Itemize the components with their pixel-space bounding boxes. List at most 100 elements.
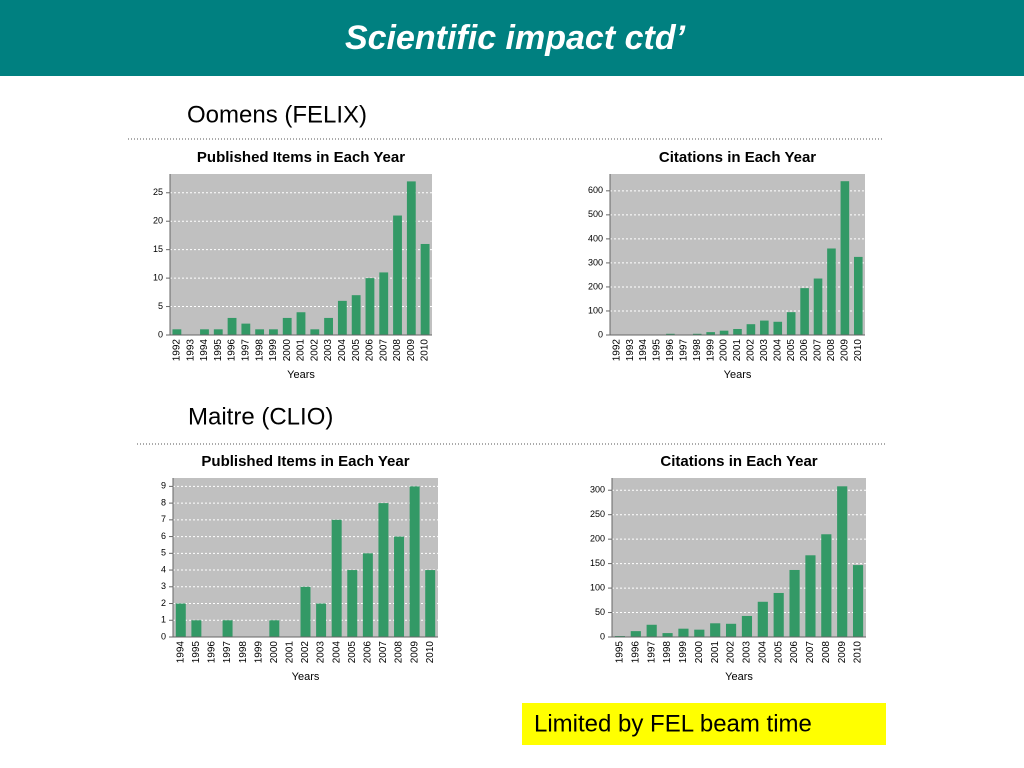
chart-title: Published Items in Each Year <box>197 149 405 166</box>
x-tick-label: 1995 <box>652 339 663 362</box>
x-tick-label: 2003 <box>316 641 327 664</box>
y-tick-label: 20 <box>153 216 163 226</box>
x-tick-label: 1999 <box>705 339 716 362</box>
x-tick-label: 2010 <box>853 641 864 664</box>
x-tick-label: 1997 <box>646 641 657 664</box>
x-tick-label: 2008 <box>821 641 832 664</box>
y-tick-label: 0 <box>598 329 603 339</box>
bar <box>773 592 784 637</box>
x-tick-label: 1994 <box>175 641 186 664</box>
bar <box>269 620 280 637</box>
x-tick-label: 2005 <box>773 641 784 664</box>
x-tick-label: 1999 <box>678 641 689 664</box>
bar <box>853 256 863 335</box>
y-tick-label: 400 <box>588 233 603 243</box>
bar <box>420 243 430 335</box>
y-tick-label: 5 <box>161 548 166 558</box>
y-tick-label: 5 <box>158 301 163 311</box>
x-tick-label: 1996 <box>227 339 238 362</box>
bar <box>406 181 416 335</box>
x-tick-label: 1995 <box>213 339 224 362</box>
x-tick-label: 2004 <box>337 339 348 362</box>
x-tick-label: 2002 <box>746 339 757 362</box>
bar <box>324 317 333 335</box>
x-tick-label: 2002 <box>726 641 737 664</box>
x-tick-label: 1999 <box>268 339 279 362</box>
bar <box>786 312 796 335</box>
x-tick-label: 2008 <box>826 339 837 362</box>
bar <box>379 272 389 335</box>
bar <box>227 317 237 335</box>
x-tick-label: 1996 <box>630 641 641 664</box>
x-tick-label: 2006 <box>789 641 800 664</box>
x-tick-label: 2005 <box>347 641 358 664</box>
x-tick-label: 2009 <box>837 641 848 664</box>
y-tick-label: 10 <box>153 272 163 282</box>
y-tick-label: 2 <box>161 598 166 608</box>
y-tick-label: 3 <box>161 581 166 591</box>
bar <box>191 620 202 637</box>
x-tick-label: 1992 <box>611 339 622 362</box>
bar <box>365 278 375 335</box>
bar <box>213 329 223 335</box>
bar <box>255 329 265 335</box>
y-tick-label: 8 <box>161 497 166 507</box>
y-tick-label: 50 <box>595 607 605 617</box>
bar <box>296 312 306 335</box>
y-tick-label: 25 <box>153 187 163 197</box>
x-tick-label: 1993 <box>625 339 636 362</box>
note: Limited by FEL beam time <box>534 710 812 737</box>
x-tick-label: 2006 <box>365 339 376 362</box>
y-tick-label: 6 <box>161 531 166 541</box>
y-tick-label: 600 <box>588 185 603 195</box>
x-tick-label: 2010 <box>425 641 436 664</box>
y-tick-label: 250 <box>590 509 605 519</box>
y-tick-label: 0 <box>158 329 163 339</box>
bar <box>630 631 641 637</box>
y-tick-label: 9 <box>161 481 166 491</box>
bar <box>800 288 809 335</box>
bar <box>175 603 186 637</box>
x-tick-label: 2000 <box>282 339 293 362</box>
bar <box>200 329 209 335</box>
y-tick-label: 500 <box>588 209 603 219</box>
bar <box>337 300 347 335</box>
x-axis-label: Years <box>292 671 320 683</box>
x-axis-label: Years <box>725 671 753 683</box>
bar <box>837 486 848 637</box>
chart-title: Citations in Each Year <box>660 453 817 470</box>
x-tick-label: 1994 <box>199 339 210 362</box>
x-tick-label: 1992 <box>172 339 183 362</box>
x-tick-label: 1993 <box>185 339 196 362</box>
x-tick-label: 2003 <box>742 641 753 664</box>
x-tick-label: 1996 <box>207 641 218 664</box>
y-tick-label: 0 <box>161 631 166 641</box>
bar <box>805 555 816 637</box>
y-tick-label: 100 <box>590 582 605 592</box>
x-tick-label: 2009 <box>409 641 420 664</box>
bar <box>719 330 729 335</box>
x-tick-label: 2009 <box>406 339 417 362</box>
bar <box>425 570 436 637</box>
chart-title: Citations in Each Year <box>659 149 816 166</box>
chart-title: Published Items in Each Year <box>201 453 409 470</box>
bar <box>241 323 251 335</box>
x-tick-label: 2000 <box>269 641 280 664</box>
x-tick-label: 1997 <box>678 339 689 362</box>
bar <box>725 623 737 637</box>
x-tick-label: 2001 <box>732 339 743 362</box>
x-tick-label: 2007 <box>378 641 389 664</box>
x-tick-label: 1994 <box>638 339 649 362</box>
plot-area <box>170 174 432 335</box>
bar <box>840 181 850 335</box>
y-tick-label: 150 <box>590 558 605 568</box>
x-tick-label: 2000 <box>694 641 705 664</box>
x-tick-label: 2001 <box>285 641 296 664</box>
y-tick-label: 0 <box>600 631 605 641</box>
bar <box>282 317 292 335</box>
bar <box>269 329 278 335</box>
slide-title: Scientific impact ctd’ <box>345 19 686 57</box>
y-tick-label: 7 <box>161 514 166 524</box>
